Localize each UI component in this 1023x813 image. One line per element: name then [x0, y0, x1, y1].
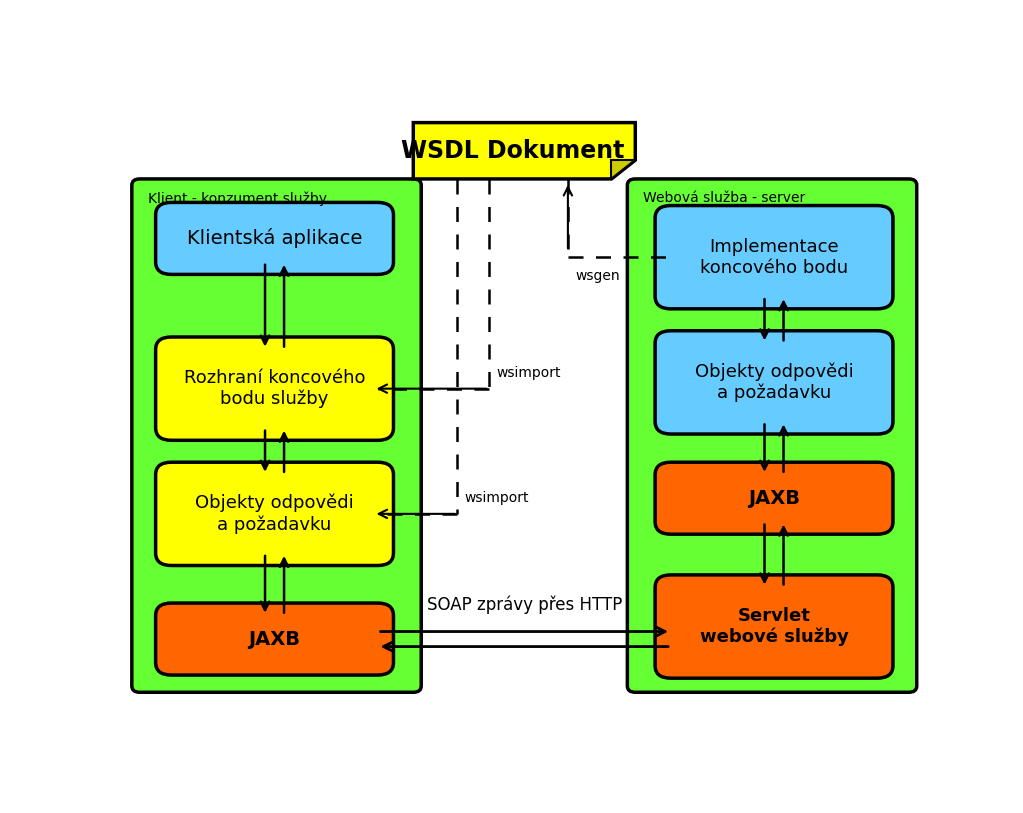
FancyBboxPatch shape: [132, 179, 421, 693]
FancyBboxPatch shape: [155, 202, 394, 275]
Text: Rozhraní koncového
bodu služby: Rozhraní koncového bodu služby: [184, 369, 365, 408]
FancyBboxPatch shape: [655, 575, 893, 678]
Polygon shape: [612, 160, 635, 179]
Text: Servlet
webové služby: Servlet webové služby: [700, 606, 848, 646]
Text: Klientská aplikace: Klientská aplikace: [187, 228, 362, 249]
Text: wsimport: wsimport: [496, 366, 561, 380]
Text: SOAP zprávy přes HTTP: SOAP zprávy přes HTTP: [427, 595, 622, 614]
FancyBboxPatch shape: [655, 206, 893, 309]
FancyBboxPatch shape: [655, 331, 893, 434]
Polygon shape: [413, 123, 635, 179]
FancyBboxPatch shape: [155, 603, 394, 675]
Text: Implementace
koncového bodu: Implementace koncového bodu: [700, 237, 848, 276]
FancyBboxPatch shape: [627, 179, 917, 693]
Text: wsimport: wsimport: [464, 491, 529, 505]
Text: wsgen: wsgen: [576, 269, 620, 283]
Text: JAXB: JAXB: [249, 629, 301, 649]
FancyBboxPatch shape: [155, 463, 394, 566]
Text: Webová služba - server: Webová služba - server: [643, 191, 805, 206]
Text: Objekty odpovědi
a požadavku: Objekty odpovědi a požadavku: [695, 363, 853, 402]
FancyBboxPatch shape: [655, 463, 893, 534]
Text: Klient - konzument služby: Klient - konzument služby: [147, 191, 326, 206]
Text: Objekty odpovědi
a požadavku: Objekty odpovědi a požadavku: [195, 494, 354, 534]
FancyBboxPatch shape: [155, 337, 394, 441]
Text: WSDL Dokument: WSDL Dokument: [401, 139, 624, 163]
Text: JAXB: JAXB: [748, 489, 800, 507]
